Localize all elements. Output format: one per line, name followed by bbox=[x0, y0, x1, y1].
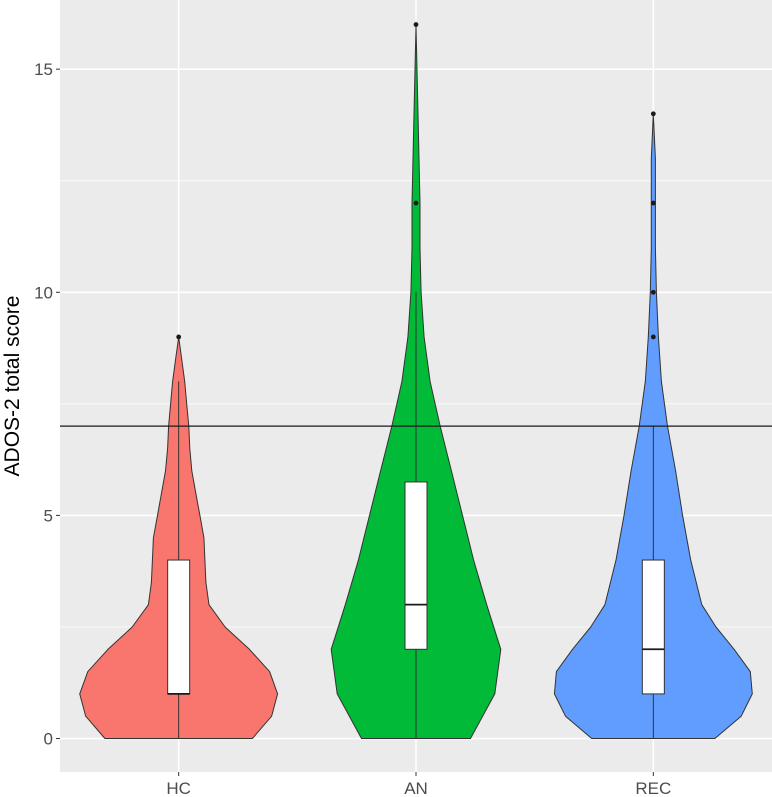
x-axis: HC AN REC bbox=[166, 772, 671, 797]
box-hc bbox=[167, 559, 191, 695]
outlier-points bbox=[176, 22, 656, 340]
box-rec bbox=[641, 559, 665, 695]
x-tick-label: REC bbox=[635, 779, 671, 797]
outlier-point bbox=[650, 200, 656, 206]
x-tick-label: HC bbox=[166, 779, 191, 797]
y-axis: 0 5 10 15 bbox=[34, 60, 60, 749]
y-axis-title: ADOS-2 total score bbox=[1, 296, 24, 477]
y-tick-label: 15 bbox=[34, 60, 53, 79]
outlier-point bbox=[650, 289, 656, 295]
boxplots bbox=[167, 292, 665, 739]
outlier-point bbox=[650, 334, 656, 340]
y-tick-label: 0 bbox=[44, 730, 53, 749]
y-tick-label: 5 bbox=[44, 506, 53, 525]
y-tick-label: 10 bbox=[34, 283, 53, 302]
outlier-point bbox=[413, 200, 419, 206]
outlier-point bbox=[650, 111, 656, 117]
outlier-point bbox=[413, 22, 419, 27]
outlier-point bbox=[176, 334, 182, 340]
x-tick-label: AN bbox=[404, 779, 428, 797]
box-an bbox=[404, 481, 428, 650]
